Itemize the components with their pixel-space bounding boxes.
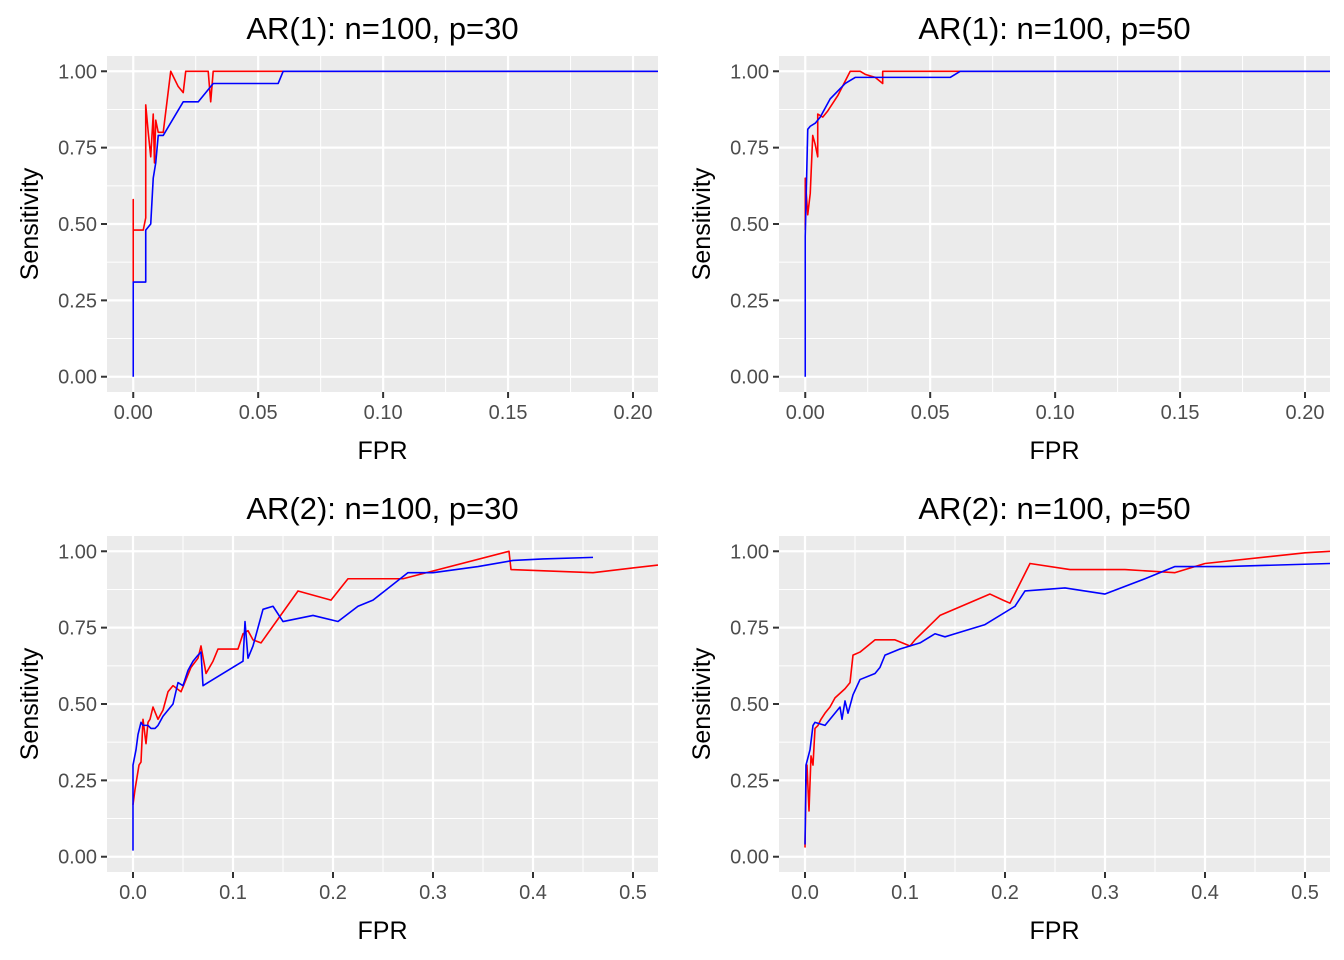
x-tick-label: 0.05 [239, 402, 278, 424]
x-tick-label: 0.00 [786, 402, 825, 424]
series-line-2 [132, 556, 594, 851]
y-tick-label: 0.50 [58, 694, 97, 716]
y-tick-label: 1.00 [58, 61, 97, 83]
x-tick-label: 0.3 [1091, 882, 1119, 904]
y-tick-label: 0.50 [730, 214, 769, 236]
x-tick-label: 0.20 [1286, 402, 1325, 424]
x-tick-label: 0.5 [1291, 882, 1319, 904]
y-tick-label: 0.75 [58, 618, 97, 640]
x-tick-label: 0.10 [1036, 402, 1075, 424]
chart-panel-1: 0.00 0.05 0.10 0.15 0.20 0.00 0.25 0.50 0.75 1.00… [16, 11, 658, 465]
y-tick-label: 0.75 [58, 138, 97, 160]
x-tick-label: 0.20 [614, 402, 653, 424]
y-tick-label: 0.50 [730, 694, 769, 716]
x-axis-title: FPR [358, 917, 408, 945]
panel-title: AR(1): n=100, p=30 [246, 11, 518, 46]
y-tick-label: 0.00 [730, 367, 769, 389]
series-line-2 [804, 70, 1330, 377]
x-tick-label: 0.0 [119, 882, 147, 904]
y-tick-label: 0.00 [730, 847, 769, 869]
x-axis-title: FPR [358, 437, 408, 465]
y-axis-title: Sensitivity [688, 167, 716, 280]
series-line-1 [132, 70, 658, 283]
y-tick-label: 0.75 [730, 618, 769, 640]
y-axis-title: Sensitivity [16, 647, 44, 760]
y-tick-label: 0.00 [58, 367, 97, 389]
x-tick-label: 0.0 [791, 882, 819, 904]
chart-panel-4: 0.0 0.1 0.2 0.3 0.4 0.5 0.00 0.25 0.50 0.75 1.00 AR… [688, 491, 1330, 945]
series-line-2 [804, 562, 1330, 845]
series-line-1 [804, 70, 1330, 231]
y-tick-label: 0.25 [58, 770, 97, 792]
y-tick-label: 0.25 [58, 290, 97, 312]
x-tick-label: 0.2 [319, 882, 347, 904]
series-line-2 [132, 70, 658, 377]
x-tick-label: 0.1 [891, 882, 919, 904]
y-tick-label: 1.00 [730, 61, 769, 83]
x-tick-label: 0.00 [114, 402, 153, 424]
series-line-1 [804, 550, 1330, 848]
x-tick-label: 0.10 [364, 402, 403, 424]
x-tick-label: 0.4 [519, 882, 547, 904]
x-tick-label: 0.15 [489, 402, 528, 424]
x-axis-title: FPR [1030, 437, 1080, 465]
x-tick-label: 0.2 [991, 882, 1019, 904]
x-tick-label: 0.5 [619, 882, 647, 904]
x-tick-label: 0.4 [1191, 882, 1219, 904]
panel-title: AR(1): n=100, p=50 [918, 11, 1190, 46]
y-tick-label: 0.25 [730, 770, 769, 792]
x-tick-label: 0.05 [911, 402, 950, 424]
y-axis-title: Sensitivity [688, 647, 716, 760]
y-tick-label: 1.00 [730, 541, 769, 563]
y-tick-label: 0.00 [58, 847, 97, 869]
chart-panel-2: 0.00 0.05 0.10 0.15 0.20 0.00 0.25 0.50 0.75 1.00… [688, 11, 1330, 465]
x-tick-label: 0.1 [219, 882, 247, 904]
panel-title: AR(2): n=100, p=50 [918, 491, 1190, 526]
x-tick-label: 0.15 [1161, 402, 1200, 424]
y-tick-label: 0.75 [730, 138, 769, 160]
y-tick-label: 1.00 [58, 541, 97, 563]
x-tick-label: 0.3 [419, 882, 447, 904]
series-line-1 [132, 550, 658, 805]
y-axis-title: Sensitivity [16, 167, 44, 280]
panel-title: AR(2): n=100, p=30 [246, 491, 518, 526]
chart-panel-3: 0.0 0.1 0.2 0.3 0.4 0.5 0.00 0.25 0.50 0.75 1.00 AR… [16, 491, 658, 945]
y-tick-label: 0.50 [58, 214, 97, 236]
x-axis-title: FPR [1030, 917, 1080, 945]
y-tick-label: 0.25 [730, 290, 769, 312]
